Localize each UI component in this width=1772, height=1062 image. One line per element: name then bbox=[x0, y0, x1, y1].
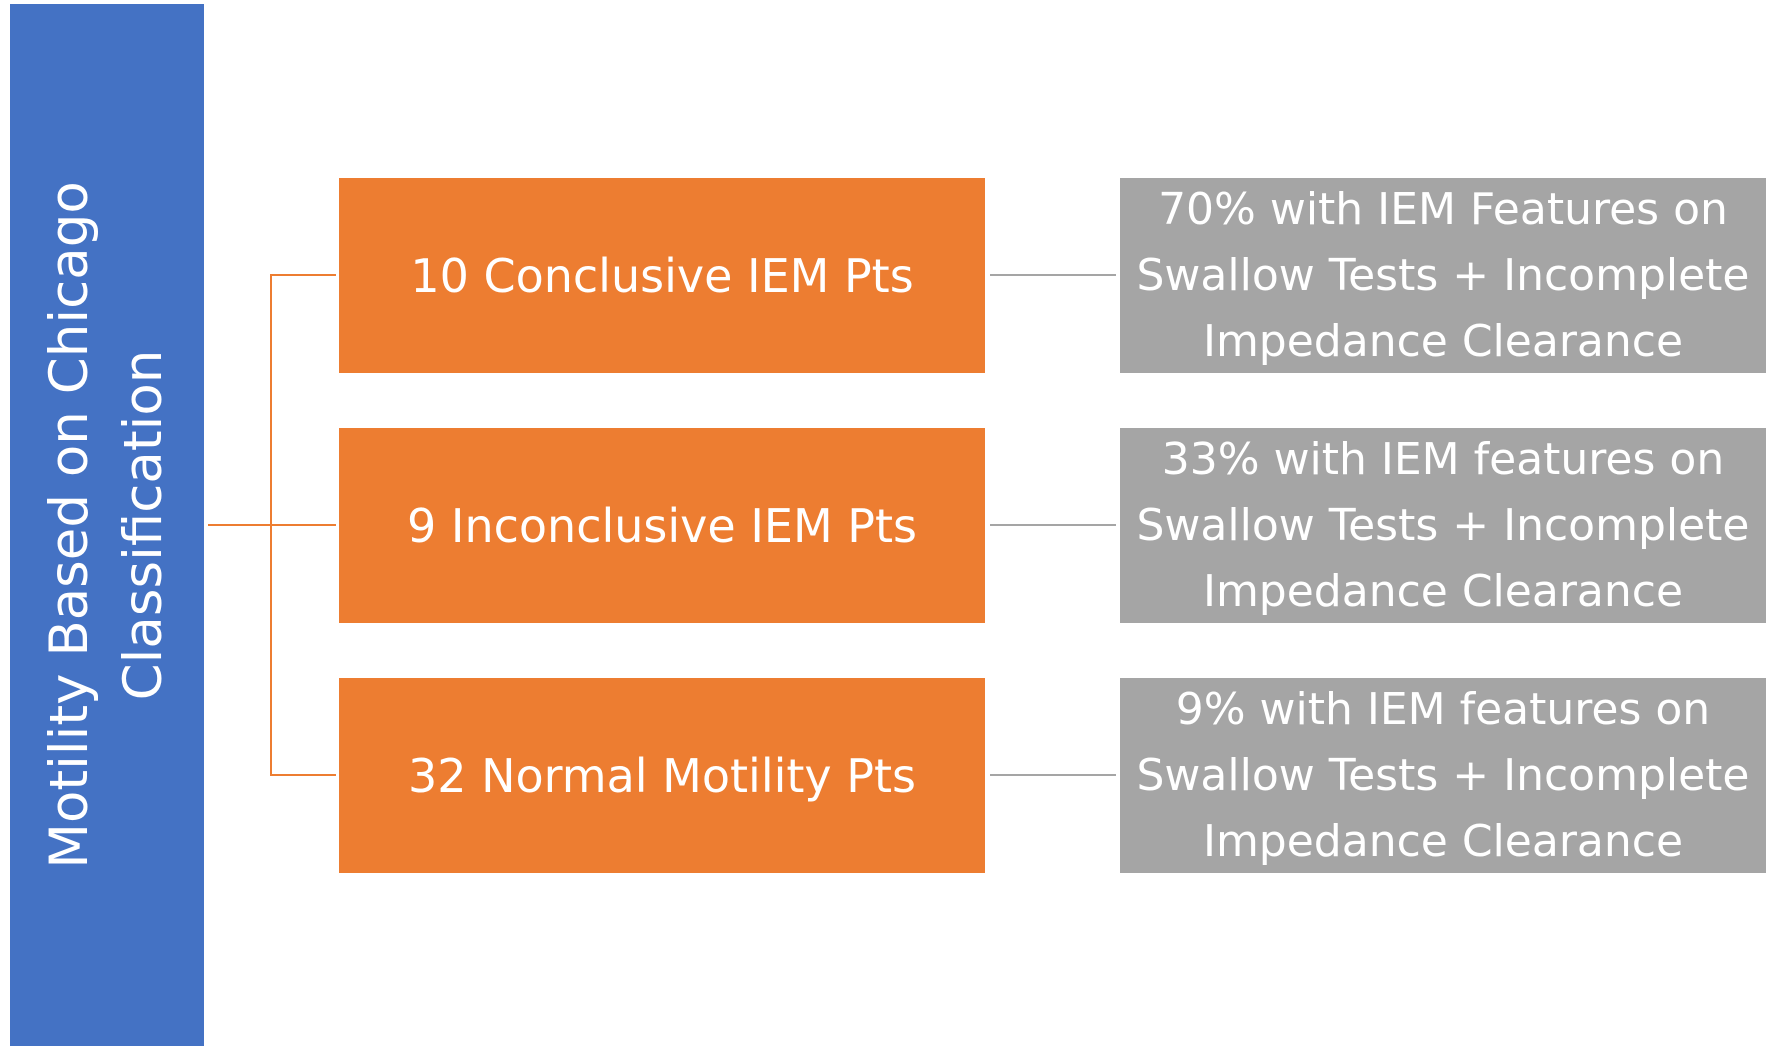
branch-1-connector bbox=[270, 274, 336, 276]
outcome-node-normal: 9% with IEM features on Swallow Tests + … bbox=[1120, 678, 1766, 873]
outcome-2-connector bbox=[990, 524, 1116, 526]
branch-node-conclusive: 10 Conclusive IEM Pts bbox=[339, 178, 985, 373]
branch-2-connector bbox=[270, 524, 336, 526]
outcome-node-inconclusive: 33% with IEM features on Swallow Tests +… bbox=[1120, 428, 1766, 623]
branch-node-label: 32 Normal Motility Pts bbox=[407, 748, 917, 803]
root-node-label: Motility Based on Chicago Classification bbox=[39, 181, 174, 869]
outcome-1-connector bbox=[990, 274, 1116, 276]
outcome-node-label: 9% with IEM features on Swallow Tests + … bbox=[1136, 683, 1750, 867]
branch-3-connector bbox=[270, 774, 336, 776]
outcome-node-label: 70% with IEM Features on Swallow Tests +… bbox=[1136, 183, 1750, 367]
root-node bbox=[10, 4, 204, 1046]
branch-node-label: 10 Conclusive IEM Pts bbox=[410, 248, 914, 303]
branch-node-inconclusive: 9 Inconclusive IEM Pts bbox=[339, 428, 985, 623]
branch-node-normal: 32 Normal Motility Pts bbox=[339, 678, 985, 873]
outcome-3-connector bbox=[990, 774, 1116, 776]
branch-node-label: 9 Inconclusive IEM Pts bbox=[407, 498, 917, 553]
root-connector bbox=[208, 524, 272, 526]
outcome-node-conclusive: 70% with IEM Features on Swallow Tests +… bbox=[1120, 178, 1766, 373]
outcome-node-label: 33% with IEM features on Swallow Tests +… bbox=[1136, 433, 1750, 617]
